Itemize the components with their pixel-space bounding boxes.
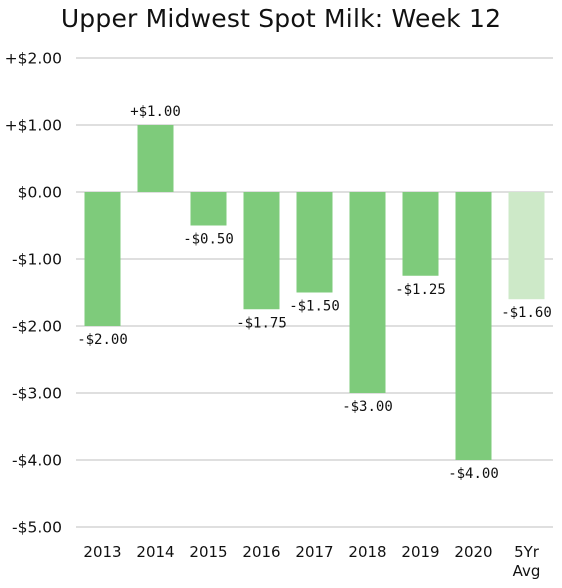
data-label: +$1.00	[130, 104, 181, 120]
bar	[455, 192, 492, 460]
x-tick-label: 2020	[454, 543, 492, 561]
x-tick-label: 2015	[189, 543, 227, 561]
y-tick-label: -$3.00	[12, 385, 62, 403]
data-label: -$4.00	[448, 466, 499, 482]
y-tick-label: +$2.00	[5, 50, 62, 68]
y-tick-label: +$1.00	[5, 117, 62, 135]
x-tick-label: 5Yr Avg	[513, 543, 541, 580]
y-tick-label: -$4.00	[12, 452, 62, 470]
data-label: -$1.50	[289, 299, 340, 315]
y-tick-label: $0.00	[18, 184, 62, 202]
data-label: -$1.75	[236, 315, 287, 331]
chart-title: Upper Midwest Spot Milk: Week 12	[60, 4, 502, 33]
bar	[402, 192, 439, 276]
bar	[137, 125, 174, 192]
y-tick-label: -$1.00	[12, 251, 62, 269]
x-tick-label: 2019	[401, 543, 439, 561]
data-label: -$3.00	[342, 399, 393, 415]
bar	[296, 192, 333, 293]
bar	[508, 192, 545, 300]
y-tick-label: -$2.00	[12, 318, 62, 336]
bar	[84, 192, 121, 326]
x-tick-label: 2013	[83, 543, 121, 561]
data-label: -$2.00	[77, 332, 128, 348]
x-tick-label: 2016	[242, 543, 280, 561]
x-tick-label: 2018	[348, 543, 386, 561]
bar	[190, 192, 227, 226]
y-tick-label: -$5.00	[12, 519, 62, 537]
bar	[349, 192, 386, 393]
data-label: -$0.50	[183, 232, 234, 248]
data-label: -$1.25	[395, 282, 446, 298]
bar	[243, 192, 280, 310]
x-tick-label: 2014	[136, 543, 174, 561]
x-tick-label: 2017	[295, 543, 333, 561]
data-label: -$1.60	[501, 305, 552, 321]
